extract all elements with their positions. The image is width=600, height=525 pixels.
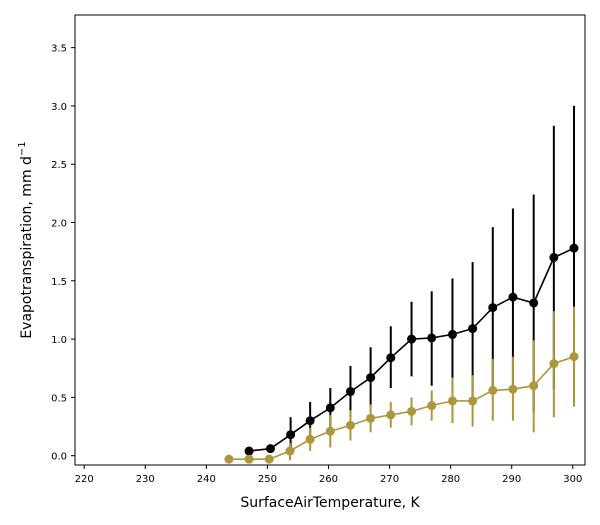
x-tick-label: 270 xyxy=(380,474,399,485)
y-axis-label: Evapotranspiration, mm d−1 xyxy=(17,141,35,338)
data-point xyxy=(529,298,539,308)
data-point xyxy=(407,334,417,344)
data-point xyxy=(488,385,498,395)
y-tick-label: 2.0 xyxy=(51,219,67,230)
data-point xyxy=(447,329,457,339)
data-point xyxy=(386,353,396,363)
data-point xyxy=(325,403,335,413)
y-tick-label: 3.0 xyxy=(51,102,67,113)
data-point xyxy=(569,243,579,253)
x-tick-label: 250 xyxy=(258,474,277,485)
data-point xyxy=(286,430,296,440)
data-point xyxy=(549,359,559,369)
data-point xyxy=(325,426,335,436)
data-point xyxy=(345,420,355,430)
data-point xyxy=(224,454,234,464)
data-point xyxy=(549,252,559,262)
data-point xyxy=(468,324,478,334)
data-point xyxy=(244,446,254,456)
x-tick-label: 220 xyxy=(75,474,94,485)
data-point xyxy=(386,410,396,420)
data-point xyxy=(508,292,518,302)
data-point xyxy=(427,401,437,411)
data-point xyxy=(265,444,275,454)
x-tick-label: 300 xyxy=(563,474,582,485)
data-point xyxy=(305,434,315,444)
series-layer xyxy=(224,105,579,464)
data-point xyxy=(264,454,274,464)
data-point xyxy=(305,416,315,426)
data-point xyxy=(366,373,376,383)
y-tick-label: 0.0 xyxy=(51,452,67,463)
data-point xyxy=(488,303,498,313)
x-tick-label: 290 xyxy=(502,474,521,485)
data-point xyxy=(427,333,437,343)
y-tick-label: 3.5 xyxy=(51,44,67,55)
series-1 xyxy=(244,105,579,456)
data-point xyxy=(366,413,376,423)
y-axis-label-main: Evapotranspiration, mm d xyxy=(19,156,35,339)
x-tick-label: 230 xyxy=(136,474,155,485)
series-2 xyxy=(224,306,579,464)
data-point xyxy=(468,396,478,406)
x-axis-label: SurfaceAirTemperature, K xyxy=(240,495,420,511)
x-tick-label: 260 xyxy=(319,474,338,485)
x-tick-label: 240 xyxy=(197,474,216,485)
x-tick-label: 280 xyxy=(441,474,460,485)
data-point xyxy=(508,384,518,394)
y-tick-label: 1.5 xyxy=(51,277,67,288)
y-tick-label: 2.5 xyxy=(51,160,67,171)
y-axis: 0.0 0.5 1.0 1.5 2.0 2.5 3.0 3.5 xyxy=(51,44,75,463)
x-axis: 220 230 240 250 260 270 280 290 300 xyxy=(75,465,582,485)
data-point xyxy=(244,454,254,464)
data-point xyxy=(285,446,295,456)
data-point xyxy=(569,352,579,362)
data-point xyxy=(345,387,355,397)
data-point xyxy=(407,406,417,416)
y-tick-label: 0.5 xyxy=(51,393,67,404)
data-point xyxy=(529,381,539,391)
data-point xyxy=(447,396,457,406)
y-tick-label: 1.0 xyxy=(51,335,67,346)
y-axis-label-exponent: −1 xyxy=(17,141,28,156)
